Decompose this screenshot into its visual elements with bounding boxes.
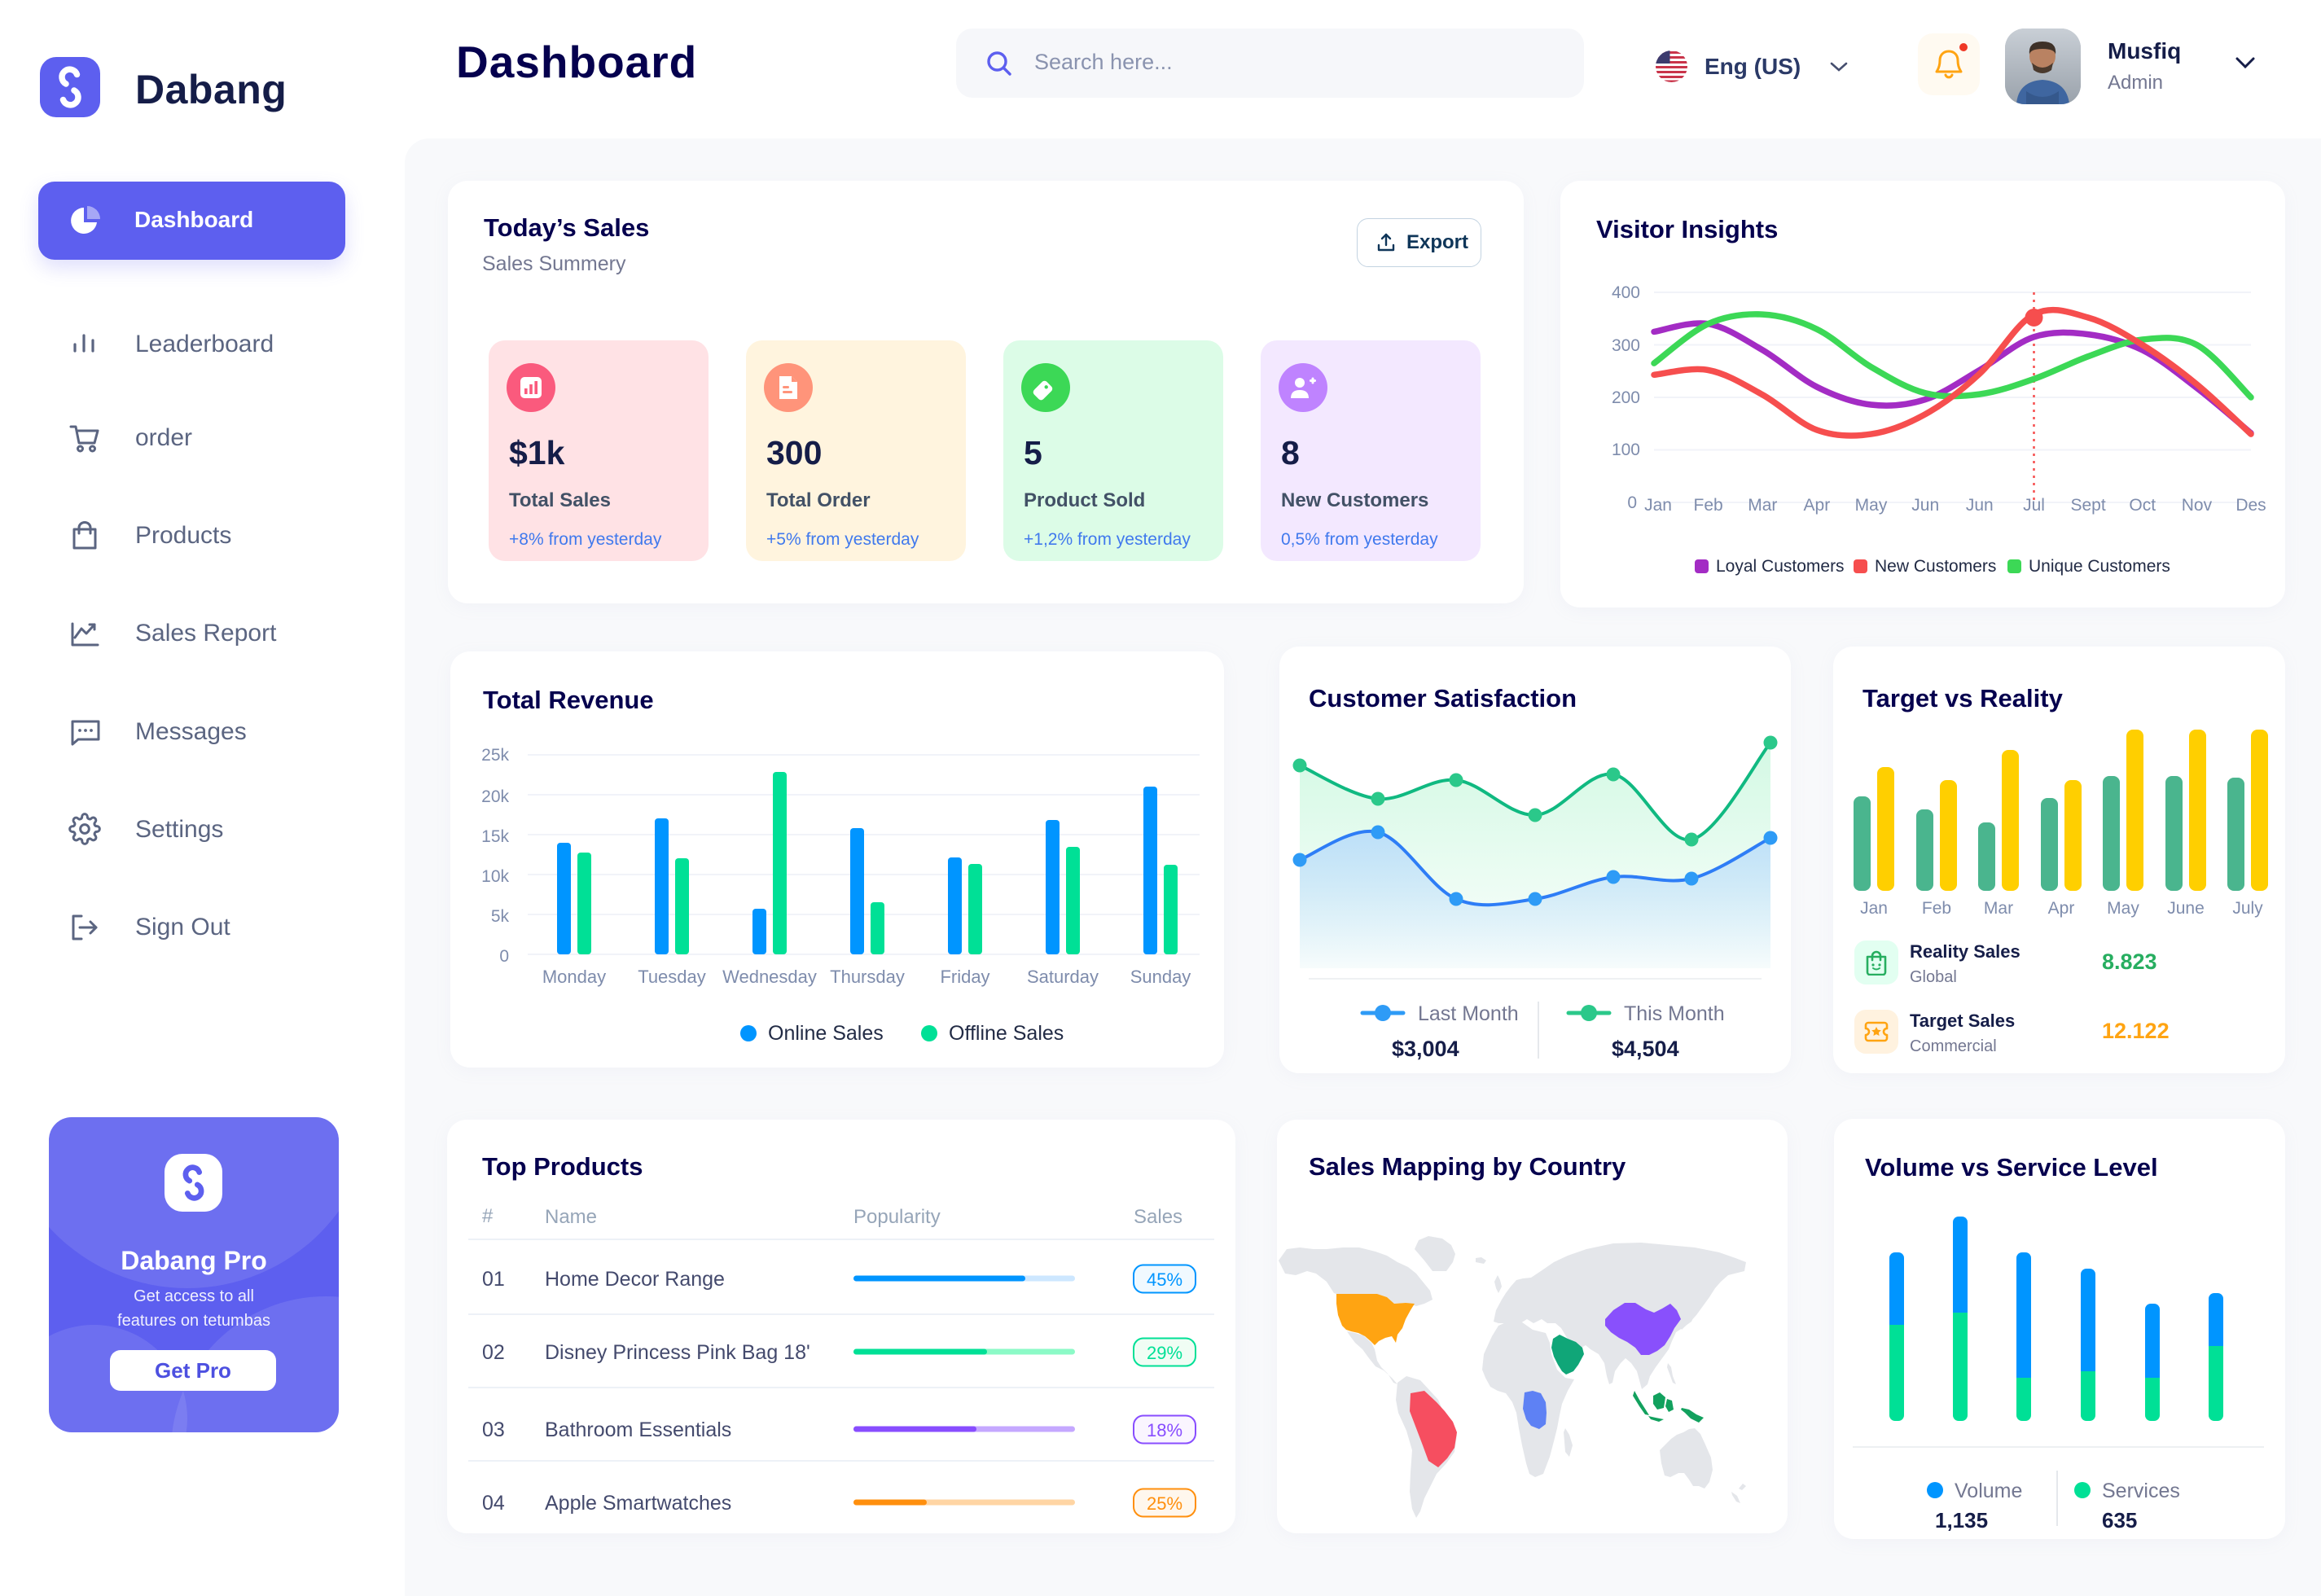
svg-text:June: June bbox=[2167, 899, 2205, 918]
svg-text:300: 300 bbox=[1612, 336, 1640, 355]
svg-text:Thursday: Thursday bbox=[830, 967, 905, 987]
svg-text:$4,504: $4,504 bbox=[1612, 1037, 1679, 1061]
svg-text:Apple Smartwatches: Apple Smartwatches bbox=[545, 1492, 731, 1515]
svg-text:0: 0 bbox=[499, 947, 509, 966]
svg-text:Offline Sales: Offline Sales bbox=[949, 1022, 1064, 1045]
svg-text:Jan: Jan bbox=[1860, 899, 1888, 918]
svg-text:Sales: Sales bbox=[1134, 1206, 1182, 1228]
svg-text:01: 01 bbox=[482, 1268, 505, 1291]
svg-text:Feb: Feb bbox=[1922, 899, 1951, 918]
svg-text:0: 0 bbox=[1627, 493, 1637, 512]
svg-text:Home Decor Range: Home Decor Range bbox=[545, 1268, 725, 1291]
svg-text:Monday: Monday bbox=[542, 967, 606, 987]
svg-text:Disney Princess Pink Bag 18': Disney Princess Pink Bag 18' bbox=[545, 1341, 810, 1364]
svg-text:Loyal Customers: Loyal Customers bbox=[1716, 557, 1845, 576]
svg-text:Oct: Oct bbox=[2129, 496, 2156, 515]
svg-text:Nov: Nov bbox=[2182, 496, 2213, 515]
svg-text:15k: 15k bbox=[481, 827, 509, 846]
svg-text:Services: Services bbox=[2102, 1480, 2180, 1502]
svg-text:Jun: Jun bbox=[1966, 496, 1994, 515]
svg-text:100: 100 bbox=[1612, 441, 1640, 459]
svg-text:Jul: Jul bbox=[2023, 496, 2045, 515]
svg-text:45%: 45% bbox=[1147, 1269, 1182, 1290]
svg-text:May: May bbox=[1855, 496, 1888, 515]
svg-text:Feb: Feb bbox=[1694, 496, 1723, 515]
svg-text:20k: 20k bbox=[481, 787, 509, 806]
svg-text:This Month: This Month bbox=[1624, 1002, 1725, 1025]
svg-text:25%: 25% bbox=[1147, 1493, 1182, 1514]
svg-text:03: 03 bbox=[482, 1418, 505, 1441]
svg-text:Wednesday: Wednesday bbox=[722, 967, 817, 987]
svg-text:Jan: Jan bbox=[1644, 496, 1672, 515]
svg-text:Des: Des bbox=[2235, 496, 2266, 515]
svg-text:12.122: 12.122 bbox=[2102, 1019, 2170, 1043]
svg-text:10k: 10k bbox=[481, 867, 509, 886]
svg-text:#: # bbox=[482, 1205, 494, 1227]
svg-text:Name: Name bbox=[545, 1206, 597, 1228]
svg-text:Saturday: Saturday bbox=[1027, 967, 1099, 987]
svg-text:Jun: Jun bbox=[1911, 496, 1939, 515]
svg-text:Sept: Sept bbox=[2070, 496, 2105, 515]
svg-text:$3,004: $3,004 bbox=[1392, 1037, 1459, 1061]
svg-text:1,135: 1,135 bbox=[1935, 1508, 1988, 1532]
svg-text:Target Sales: Target Sales bbox=[1910, 1011, 2015, 1031]
svg-text:18%: 18% bbox=[1147, 1420, 1182, 1440]
svg-text:635: 635 bbox=[2102, 1508, 2137, 1532]
svg-text:8.823: 8.823 bbox=[2102, 949, 2157, 974]
svg-text:5k: 5k bbox=[491, 907, 510, 926]
svg-text:Popularity: Popularity bbox=[853, 1206, 941, 1228]
svg-text:New Customers: New Customers bbox=[1875, 557, 1996, 576]
svg-text:July: July bbox=[2232, 899, 2263, 918]
svg-text:Mar: Mar bbox=[1748, 496, 1777, 515]
svg-text:Tuesday: Tuesday bbox=[638, 967, 706, 987]
svg-text:Online Sales: Online Sales bbox=[768, 1022, 884, 1045]
svg-text:04: 04 bbox=[482, 1492, 505, 1515]
svg-text:Friday: Friday bbox=[940, 967, 989, 987]
svg-text:29%: 29% bbox=[1147, 1343, 1182, 1363]
svg-text:Mar: Mar bbox=[1984, 899, 2013, 918]
svg-text:02: 02 bbox=[482, 1341, 505, 1364]
svg-text:Bathroom Essentials: Bathroom Essentials bbox=[545, 1418, 731, 1441]
svg-text:Global: Global bbox=[1910, 968, 1957, 986]
svg-text:Apr: Apr bbox=[1804, 496, 1831, 515]
svg-text:400: 400 bbox=[1612, 283, 1640, 302]
svg-text:Unique Customers: Unique Customers bbox=[2029, 557, 2170, 576]
svg-text:Sunday: Sunday bbox=[1130, 967, 1191, 987]
svg-text:May: May bbox=[2107, 899, 2139, 918]
svg-text:Apr: Apr bbox=[2048, 899, 2075, 918]
svg-text:Last Month: Last Month bbox=[1418, 1002, 1519, 1025]
svg-text:200: 200 bbox=[1612, 388, 1640, 407]
svg-text:Volume: Volume bbox=[1955, 1480, 2022, 1502]
svg-text:Commercial: Commercial bbox=[1910, 1037, 1997, 1055]
svg-text:Reality Sales: Reality Sales bbox=[1910, 941, 2020, 962]
svg-text:25k: 25k bbox=[481, 746, 509, 765]
